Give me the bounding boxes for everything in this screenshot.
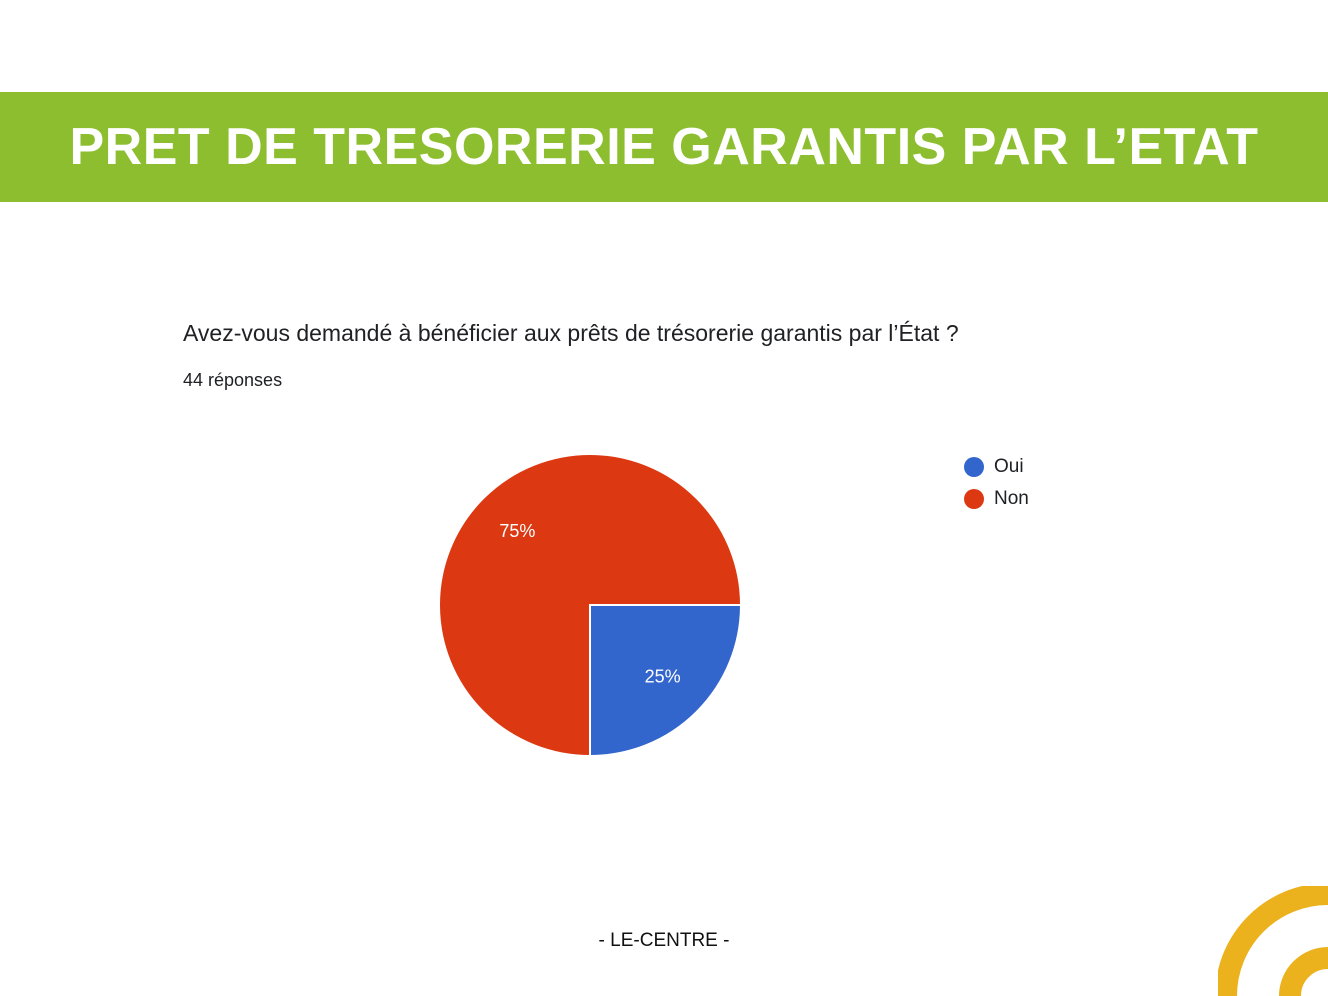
legend-label-non: Non [994,488,1029,509]
logo-outer-arc [1218,886,1328,996]
pie-label-oui: 25% [645,666,681,686]
legend-item-non: Non [964,483,1029,515]
survey-question: Avez-vous demandé à bénéficier aux prêts… [183,320,959,346]
response-count: 44 réponses [183,370,283,390]
pie-label-non: 75% [499,521,535,541]
yellow-arc-logo-icon [1218,886,1328,996]
page-title: PRET DE TRESORERIE GARANTIS PAR L’ETAT [69,118,1259,176]
legend-swatch-oui [964,457,984,477]
pie-chart: 25% 75% [438,453,743,758]
pie-slice-non [438,453,743,758]
footer-text: - LE-CENTRE - [598,930,730,951]
legend-swatch-non [964,489,984,509]
legend-label-oui: Oui [994,456,1024,477]
pie-slice-oui [589,604,743,758]
logo-inner-arc [1279,947,1328,996]
chart-legend: Oui Non [964,451,1029,515]
legend-item-oui: Oui [964,451,1029,483]
title-banner: PRET DE TRESORERIE GARANTIS PAR L’ETAT [0,92,1328,202]
